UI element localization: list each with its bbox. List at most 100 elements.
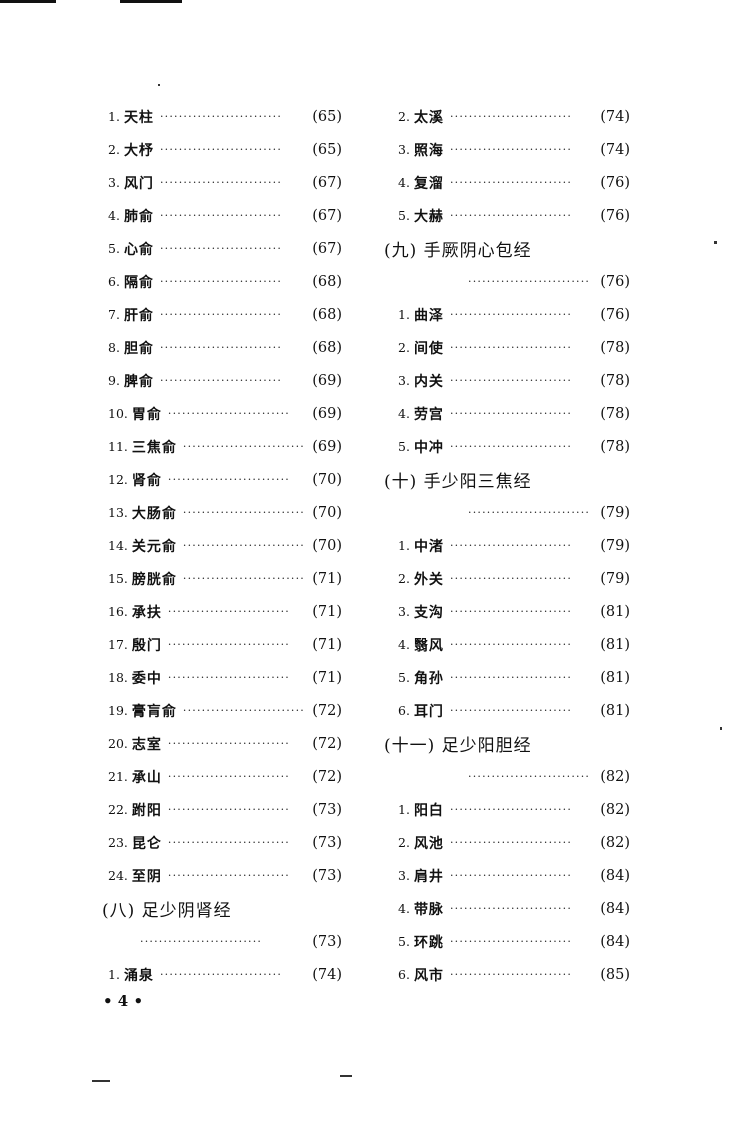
toc-entry: 2. 外关 ·························· (79)	[398, 562, 630, 595]
toc-entry: ·························· (76)	[398, 265, 630, 298]
section-title: (九) 手厥阴心包经	[384, 241, 532, 261]
entry-number: 1.	[108, 109, 120, 124]
page-reference: (70)	[312, 471, 342, 488]
toc-entry: 21. 承山 ·························· (72)	[108, 760, 342, 793]
entry-number: 6.	[398, 703, 410, 718]
page-reference: (69)	[312, 372, 342, 389]
dot-leader: ··························	[159, 242, 283, 255]
dot-leader: ··························	[182, 506, 306, 519]
dot-leader: ··························	[182, 539, 306, 552]
toc-entry: 3. 肩井 ·························· (84)	[398, 859, 630, 892]
entry-name: 至阴	[131, 868, 162, 885]
toc-entry: ·························· (73)	[108, 925, 342, 958]
entry-name: 胃俞	[131, 406, 162, 423]
page-reference: (67)	[312, 240, 342, 257]
entry-name: 带脉	[413, 901, 444, 918]
dot-leader: ··························	[167, 803, 291, 816]
toc-right-column: 2. 太溪 ·························· (74) 3. 照海 ··…	[384, 100, 630, 991]
entry-number: 5.	[398, 439, 410, 454]
dot-leader: ··························	[468, 275, 591, 288]
toc-entry: 1. 中渚 ·························· (79)	[398, 529, 630, 562]
entry-name: 肾俞	[131, 472, 162, 489]
dot-leader: ··························	[449, 572, 573, 585]
entry-name: 肝俞	[123, 307, 154, 324]
entry-name: 阳白	[413, 802, 444, 819]
toc-entry: 6. 耳门 ·························· (81)	[398, 694, 630, 727]
dot-leader: ··························	[159, 968, 283, 981]
entry-name: 大杼	[123, 142, 154, 159]
entry-name: 大赫	[413, 208, 444, 225]
page-reference: (84)	[600, 900, 630, 917]
entry-name: 风市	[413, 967, 444, 984]
dot-leader: ··························	[159, 209, 283, 222]
dot-leader: ··························	[449, 869, 573, 882]
section-title: (十) 手少阳三焦经	[384, 472, 532, 492]
entry-number: 1.	[108, 967, 120, 982]
entry-name: 外关	[413, 571, 444, 588]
toc-entry: 24. 至阴 ·························· (73)	[108, 859, 342, 892]
toc-entry: 10. 胃俞 ·························· (69)	[108, 397, 342, 430]
page-reference: (65)	[312, 141, 342, 158]
entry-name: 三焦俞	[131, 439, 177, 456]
toc-entry: 13. 大肠俞 ·························· (70)	[108, 496, 342, 529]
toc-entry: 4. 复溜 ·························· (76)	[398, 166, 630, 199]
entry-number: 9.	[108, 373, 120, 388]
toc-entry: 7. 肝俞 ·························· (68)	[108, 298, 342, 331]
dot-leader: ··························	[182, 440, 306, 453]
entry-number: 1.	[398, 538, 410, 553]
entry-number: 6.	[398, 967, 410, 982]
toc-entry: 3. 支沟 ·························· (81)	[398, 595, 630, 628]
toc-entry: 2. 大杼 ·························· (65)	[108, 133, 342, 166]
dot-leader: ··························	[159, 341, 283, 354]
entry-number: 15.	[108, 571, 128, 586]
entry-number: 4.	[108, 208, 120, 223]
toc-entry: 9. 脾俞 ·························· (69)	[108, 364, 342, 397]
page-reference: (74)	[600, 141, 630, 158]
entry-name: 复溜	[413, 175, 444, 192]
toc-entry: 1. 涌泉 ·························· (74)	[108, 958, 342, 991]
entry-name: 间使	[413, 340, 444, 357]
entry-number: 14.	[108, 538, 128, 553]
entry-number: 22.	[108, 802, 128, 817]
toc-entry: 1. 天柱 ·························· (65)	[108, 100, 342, 133]
page-reference: (67)	[312, 207, 342, 224]
toc-entry: 3. 照海 ·························· (74)	[398, 133, 630, 166]
entry-name: 涌泉	[123, 967, 154, 984]
page-reference: (68)	[312, 306, 342, 323]
entry-name: 肩井	[413, 868, 444, 885]
scan-speck	[158, 84, 160, 86]
dot-leader: ··························	[449, 407, 573, 420]
entry-number: 2.	[398, 340, 410, 355]
toc-entry: 6. 隔俞 ·························· (68)	[108, 265, 342, 298]
entry-name: 承山	[131, 769, 162, 786]
dot-leader: ··························	[449, 803, 573, 816]
dot-leader: ··························	[167, 638, 291, 651]
toc-entry: 4. 带脉 ·························· (84)	[398, 892, 630, 925]
page-reference: (84)	[600, 867, 630, 884]
entry-name: 支沟	[413, 604, 444, 621]
page-reference: (85)	[600, 966, 630, 983]
entry-name: 膀胱俞	[131, 571, 177, 588]
page-reference: (76)	[600, 273, 630, 290]
page-number: • 4 •	[103, 992, 144, 1010]
dot-leader: ··························	[159, 308, 283, 321]
entry-name: 太溪	[413, 109, 444, 126]
entry-name: 心俞	[123, 241, 154, 258]
dot-leader: ··························	[449, 341, 573, 354]
dot-leader: ··························	[167, 737, 291, 750]
page-reference: (81)	[600, 702, 630, 719]
dot-leader: ··························	[449, 539, 573, 552]
toc-entry: 3. 内关 ·························· (78)	[398, 364, 630, 397]
dot-leader: ··························	[167, 605, 291, 618]
entry-number: 2.	[398, 109, 410, 124]
entry-name: 膏肓俞	[131, 703, 177, 720]
entry-name: 胆俞	[123, 340, 154, 357]
page-reference: (82)	[600, 834, 630, 851]
page-reference: (78)	[600, 405, 630, 422]
dot-leader: ··························	[449, 902, 573, 915]
entry-name: 脾俞	[123, 373, 154, 390]
entry-name: 大肠俞	[131, 505, 177, 522]
page-reference: (74)	[600, 108, 630, 125]
entry-number: 2.	[398, 571, 410, 586]
section-heading: (十一) 足少阳胆经	[384, 727, 630, 760]
